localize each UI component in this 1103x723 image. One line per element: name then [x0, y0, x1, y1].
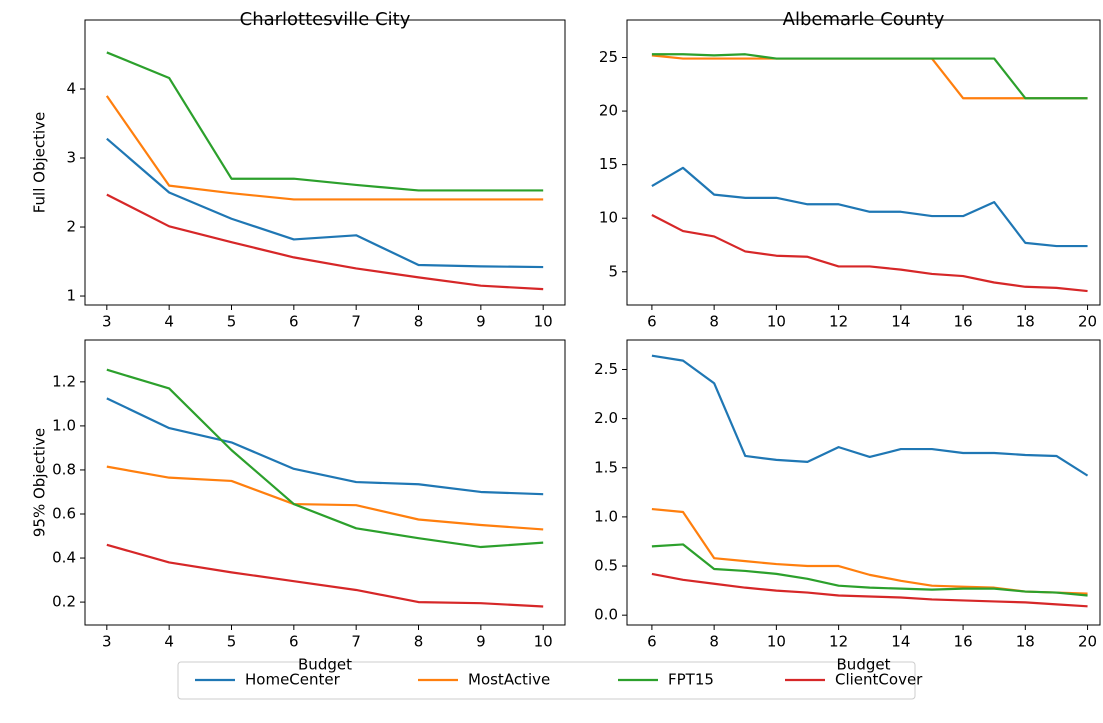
x-tick-label: 4	[164, 633, 174, 651]
x-tick-label: 6	[289, 313, 299, 331]
y-tick-label: 2	[66, 218, 76, 236]
x-tick-label: 5	[227, 313, 237, 331]
axes-frame	[626, 339, 1101, 626]
x-tick-label: 10	[767, 313, 786, 331]
axes-frame	[84, 19, 566, 306]
x-tick-label: 8	[414, 633, 424, 651]
x-tick-label: 16	[954, 313, 973, 331]
y-tick-label: 0.8	[52, 460, 76, 478]
y-tick-label: 2.5	[594, 360, 618, 378]
chart-title: Charlottesville City	[240, 9, 411, 30]
series-line	[651, 53, 1088, 100]
x-tick-label: 10	[534, 633, 553, 651]
legend-label: FPT15	[668, 671, 714, 689]
series-line	[106, 397, 544, 496]
x-tick-label: 14	[891, 633, 910, 651]
x-tick-label: 18	[1016, 633, 1035, 651]
x-tick-label: 3	[102, 313, 112, 331]
y-tick-label: 1.5	[594, 458, 618, 476]
x-tick-label: 8	[414, 313, 424, 331]
legend-box	[177, 661, 916, 700]
x-tick-label: 8	[709, 313, 719, 331]
y-tick-label: 1.0	[52, 416, 76, 434]
x-tick-label: 9	[476, 633, 486, 651]
x-axis-label: Budget	[837, 656, 891, 674]
x-tick-label: 3	[102, 633, 112, 651]
y-tick-label: 1	[66, 287, 76, 305]
series-line	[106, 465, 544, 531]
y-tick-label: 4	[66, 80, 76, 98]
legend-label: ClientCover	[835, 671, 923, 689]
x-tick-label: 5	[227, 633, 237, 651]
y-axis-label: Full Objective	[31, 112, 49, 214]
series-line	[106, 193, 544, 291]
y-axis-label: 95% Objective	[31, 428, 49, 537]
x-tick-label: 7	[351, 633, 361, 651]
x-tick-label: 16	[954, 633, 973, 651]
chart-title: Albemarle County	[783, 9, 945, 30]
series-line	[106, 51, 544, 192]
x-tick-label: 9	[476, 313, 486, 331]
series-line	[651, 54, 1088, 100]
x-tick-label: 12	[829, 633, 848, 651]
y-tick-label: 0.2	[52, 593, 76, 611]
x-tick-label: 14	[891, 313, 910, 331]
x-tick-label: 7	[351, 313, 361, 331]
x-tick-label: 8	[709, 633, 719, 651]
x-tick-label: 10	[767, 633, 786, 651]
axes-frame	[626, 19, 1101, 306]
x-tick-label: 20	[1078, 633, 1097, 651]
legend-label: HomeCenter	[245, 671, 341, 689]
series-line	[106, 137, 544, 269]
y-tick-label: 10	[599, 209, 618, 227]
series-line	[651, 543, 1088, 597]
y-tick-label: 25	[599, 48, 618, 66]
series-line	[651, 507, 1088, 595]
x-axis-label: Budget	[298, 656, 352, 674]
series-line	[105, 95, 544, 201]
y-tick-label: 0.5	[594, 557, 618, 575]
y-tick-label: 5	[608, 262, 618, 280]
y-tick-label: 3	[66, 149, 76, 167]
y-tick-label: 20	[599, 102, 618, 120]
y-tick-label: 2.0	[594, 409, 618, 427]
series-line	[651, 354, 1089, 477]
series-line	[651, 572, 1088, 608]
x-tick-label: 6	[289, 633, 299, 651]
y-tick-label: 0.0	[594, 606, 618, 624]
x-tick-label: 6	[647, 633, 657, 651]
y-tick-label: 15	[599, 155, 618, 173]
series-line	[651, 214, 1088, 293]
axes-frame	[84, 339, 566, 626]
series-line	[106, 543, 544, 608]
x-tick-label: 4	[164, 313, 174, 331]
series-line	[651, 166, 1088, 248]
x-tick-label: 6	[647, 313, 657, 331]
x-tick-label: 12	[829, 313, 848, 331]
x-tick-label: 20	[1078, 313, 1097, 331]
legend-label: MostActive	[468, 671, 550, 689]
y-tick-label: 1.0	[594, 507, 618, 525]
y-tick-label: 1.2	[52, 372, 76, 390]
y-tick-label: 0.4	[52, 549, 76, 567]
x-tick-label: 18	[1016, 313, 1035, 331]
y-tick-label: 0.6	[52, 504, 76, 522]
series-line	[106, 368, 544, 549]
x-tick-label: 10	[534, 313, 553, 331]
